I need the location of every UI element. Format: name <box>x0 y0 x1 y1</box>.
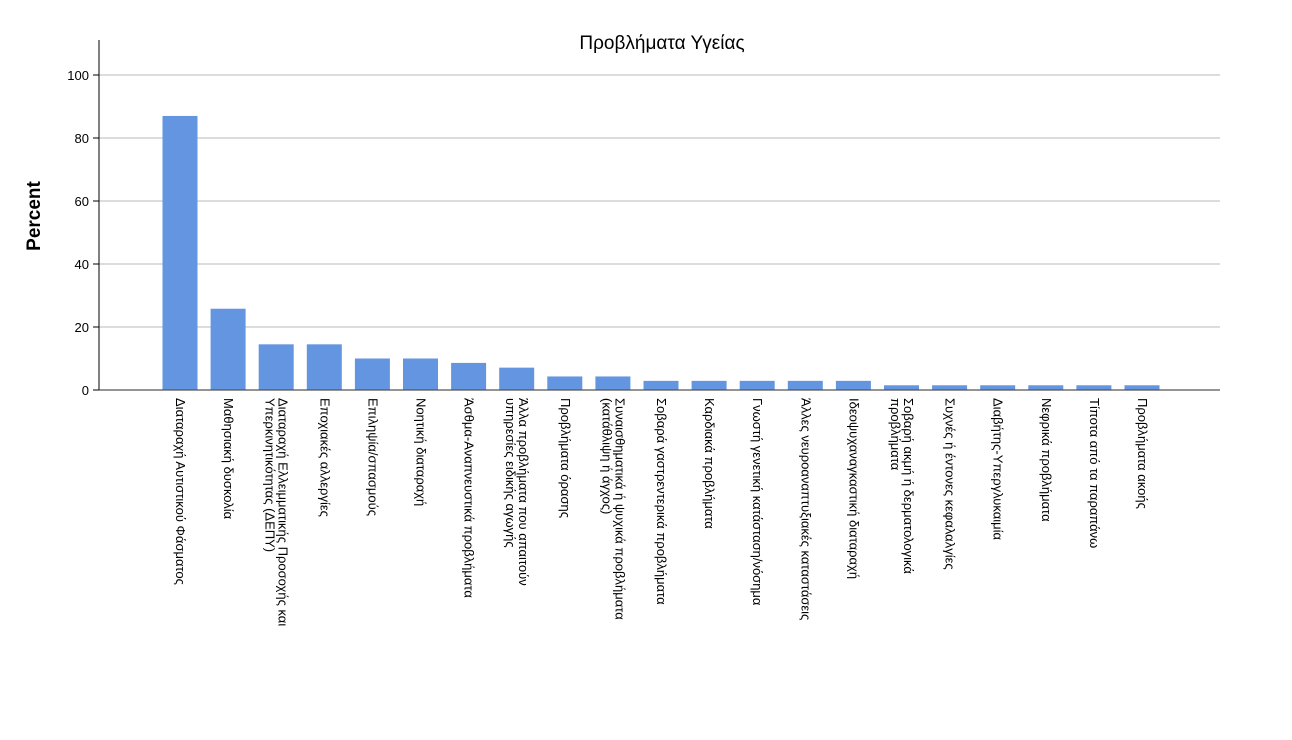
gridlines <box>99 74 1220 328</box>
x-category-label: Σοβαρά γαστρεντερικά προβλήματα <box>654 398 669 605</box>
x-category-label: Εποχιακές αλλεργίες <box>317 398 332 517</box>
x-category-label: Άλλα προβλήματα που απαιτούν <box>516 398 531 586</box>
bar <box>403 358 438 390</box>
bar <box>210 308 246 390</box>
bar <box>1076 385 1112 390</box>
y-tick-label: 0 <box>82 383 89 398</box>
bar <box>739 380 775 390</box>
x-category-label: Μαθησιακή δυσκολία <box>221 398 236 520</box>
bar <box>643 380 679 390</box>
x-category-label: Προβλήματα όρασης <box>558 398 573 518</box>
bar <box>1028 385 1064 390</box>
x-category-label: Καρδιακά προβλήματα <box>702 398 717 529</box>
bar <box>787 380 823 390</box>
bar <box>835 380 871 390</box>
x-category-label: Συχνές ή έντονες κεφαλαλγίες <box>943 398 958 570</box>
bar <box>884 385 919 390</box>
x-category-label: Άλλες νευροαναπτυξιακές καταστάσεις <box>798 398 813 620</box>
x-category-label: Διαβήτης-Υπεργλυκαιμία <box>991 398 1006 541</box>
bar <box>1124 385 1160 390</box>
x-category-label: (κατάθλιψη ή άγχος) <box>599 398 614 514</box>
bar <box>499 367 535 390</box>
x-category-label: Γνωστή γενετική κατάσταση/νόσημα <box>750 398 765 606</box>
chart-title: Προβλήματα Υγείας <box>579 33 744 54</box>
x-category-labels: Διαταραχή Αυτιστικού Φάσματος Μαθησιακή δ… <box>173 398 1150 626</box>
x-category-label: Νεφρικά προβλήματα <box>1039 398 1054 522</box>
y-tick-label: 100 <box>67 68 89 83</box>
bar <box>162 115 198 390</box>
axes <box>93 40 1220 391</box>
x-category-label: Υπερκινητικότητας (ΔΕΠΥ) <box>263 398 278 552</box>
y-tick-label: 20 <box>75 320 89 335</box>
bar <box>547 376 583 390</box>
x-category-label: Συναισθηματικά ή ψυχικά προβλήματα <box>612 398 627 620</box>
x-category-label: Επιληψία/σπασμούς <box>365 398 380 516</box>
bar <box>980 385 1016 390</box>
x-category-label: Άσθμα-Αναπνευστικά προβλήματα <box>462 398 477 598</box>
bar <box>354 358 390 390</box>
y-axis-label: Percent <box>24 180 45 250</box>
bar <box>306 344 342 390</box>
x-category-label: Διαταραχή Αυτιστικού Φάσματος <box>173 398 188 585</box>
bar <box>451 362 487 390</box>
bar <box>258 344 294 390</box>
y-tick-label: 40 <box>75 257 89 272</box>
y-tick-label: 80 <box>75 131 89 146</box>
bars <box>162 115 1160 390</box>
bar <box>932 385 968 390</box>
x-category-label: Νοητική διαταραχή <box>414 398 429 506</box>
x-category-label: Διαταραχή Ελλειμματικής Προσοχής και <box>276 398 291 626</box>
bar <box>691 380 727 390</box>
bar <box>595 376 631 390</box>
x-category-label: Ιδεοψυχαναγκαστική διαταραχή <box>846 398 861 579</box>
x-category-label: υπηρεσίες ειδικής αγωγής <box>503 398 518 548</box>
x-category-label: Προβλήματα ακοής <box>1135 398 1150 509</box>
x-category-label: Τίποτα από τα παραπάνω <box>1087 398 1102 548</box>
y-tick-label: 60 <box>75 194 89 209</box>
x-category-label: προβλήματα <box>888 398 903 471</box>
x-category-label: Σοβαρή ακμή ή δερματολογικά <box>901 398 916 574</box>
y-tick-labels: 0 20 40 60 80 100 <box>67 68 89 398</box>
